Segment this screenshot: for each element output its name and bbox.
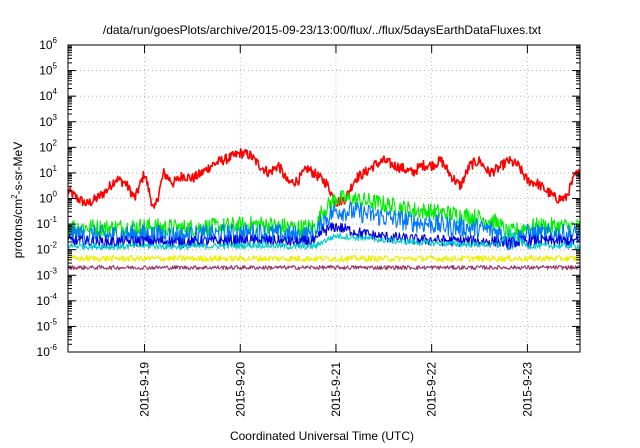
x-tick-label: 2015-9-19 [138, 362, 152, 417]
y-tick-label: 10-5 [37, 317, 58, 333]
y-tick-label: 10-6 [37, 343, 58, 359]
y-tick-exponent: -6 [50, 343, 58, 352]
y-tick-base: 10 [39, 192, 53, 206]
y-axis-title-pre: protons/cm [11, 199, 25, 258]
x-tick-label: 2015-9-22 [425, 362, 439, 417]
y-tick-label: 10-2 [37, 241, 58, 257]
y-tick-base: 10 [39, 89, 53, 103]
y-tick-base: 10 [37, 319, 51, 333]
x-axis-title: Coordinated Universal Time (UTC) [230, 429, 414, 443]
y-tick-label: 10-4 [37, 292, 58, 308]
series-line-1 [67, 189, 581, 243]
axis-ticks [68, 44, 580, 353]
y-tick-exponent: 4 [53, 87, 58, 96]
series-line-2 [67, 201, 581, 251]
series-line-5 [67, 254, 581, 263]
chart-title: /data/run/goesPlots/archive/2015-09-23/1… [103, 23, 542, 37]
y-tick-exponent: -2 [50, 241, 58, 250]
y-tick-base: 10 [39, 64, 53, 78]
y-tick-base: 10 [37, 294, 51, 308]
y-tick-label: 101 [39, 164, 57, 180]
y-tick-exponent: 0 [53, 190, 58, 199]
y-tick-label: 103 [39, 113, 57, 129]
y-tick-base: 10 [39, 115, 53, 129]
y-tick-label: 106 [39, 36, 57, 52]
y-tick-label: 105 [39, 62, 57, 78]
y-tick-exponent: -4 [50, 292, 58, 301]
y-axis-title-post: -s-sr-MeV [11, 142, 25, 195]
x-tick-label: 2015-9-23 [520, 362, 534, 417]
y-tick-base: 10 [39, 140, 53, 154]
y-tick-exponent: 5 [53, 62, 58, 71]
y-tick-base: 10 [39, 38, 53, 52]
y-tick-exponent: 1 [53, 164, 58, 173]
series-line-4 [67, 228, 581, 251]
y-tick-exponent: -1 [50, 215, 58, 224]
y-tick-exponent: 2 [53, 138, 58, 147]
y-tick-label: 102 [39, 138, 57, 154]
y-tick-label: 10-3 [37, 266, 58, 282]
y-tick-label: 10-1 [37, 215, 58, 231]
y-tick-exponent: 3 [53, 113, 58, 122]
y-axis-title: protons/cm2-s-sr-MeV [10, 142, 25, 258]
y-tick-base: 10 [37, 243, 51, 257]
y-tick-exponent: -5 [50, 317, 58, 326]
x-tick-label: 2015-9-21 [329, 362, 343, 417]
series-line-6 [67, 264, 581, 271]
y-tick-base: 10 [37, 268, 51, 282]
y-tick-base: 10 [37, 345, 51, 359]
y-tick-labels: 10-610-510-410-310-210-11001011021031041… [37, 36, 58, 359]
series-line-3 [67, 222, 581, 249]
y-tick-label: 100 [39, 190, 57, 206]
y-tick-base: 10 [37, 217, 51, 231]
series-line-0 [67, 148, 581, 209]
y-tick-label: 104 [39, 87, 57, 103]
grid-lines [68, 45, 580, 352]
x-tick-label: 2015-9-20 [233, 362, 247, 417]
y-tick-exponent: 6 [53, 36, 58, 45]
y-tick-exponent: -3 [50, 266, 58, 275]
x-tick-labels: 2015-9-19 2015-9-20 2015-9-21 2015-9-22 2015… [138, 362, 535, 417]
y-axis-title-sup: 2 [10, 194, 19, 199]
data-series [67, 148, 581, 271]
y-tick-base: 10 [39, 166, 53, 180]
